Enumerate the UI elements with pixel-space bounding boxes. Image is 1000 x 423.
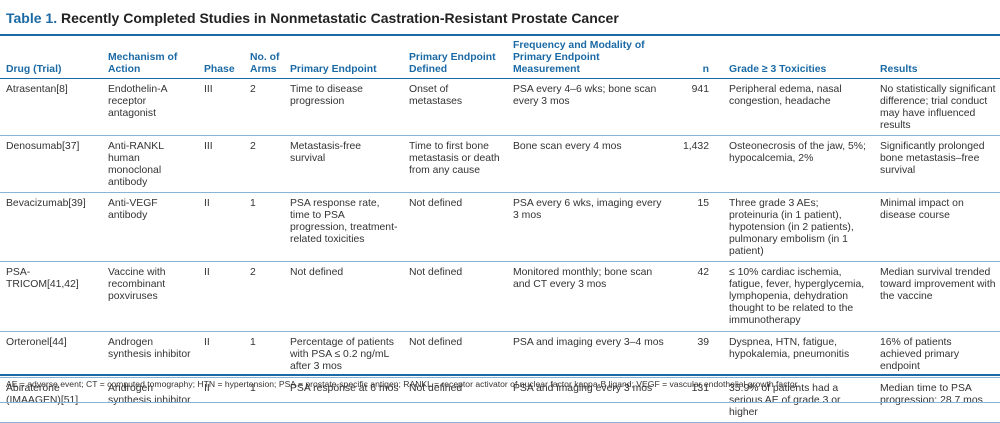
- table-number: Table 1.: [6, 10, 58, 26]
- cell-arms: 1: [250, 198, 256, 209]
- cell-arms: 1: [250, 337, 256, 348]
- cell-primary-endpoint: Metastasis-free survival: [290, 141, 362, 164]
- table-row: Denosumab[37] Anti-RANKL human monoclona…: [0, 136, 1000, 193]
- cell-toxicities: Three grade 3 AEs; proteinuria (in 1 pat…: [729, 198, 854, 257]
- cell-toxicities: Dyspnea, HTN, fatigue, hypokalemia, pneu…: [729, 337, 850, 360]
- col-header-toxicities: Grade ≥ 3 Toxicities: [723, 38, 874, 79]
- cell-primary-endpoint: PSA response rate, time to PSA progressi…: [290, 198, 398, 245]
- cell-phase: III: [204, 141, 213, 152]
- cell-endpoint-defined: Not defined: [409, 198, 463, 209]
- cell-mechanism: Androgen synthesis inhibitor: [108, 337, 191, 360]
- cell-n: 941: [691, 84, 709, 95]
- cell-results: Significantly prolonged bone metastasis–…: [880, 141, 985, 176]
- cell-results: 16% of patients achieved primary endpoin…: [880, 337, 960, 372]
- cell-n: 131: [691, 383, 709, 394]
- cell-results: Median survival trended toward improveme…: [880, 267, 996, 302]
- col-header-endpoint-defined: Primary Endpoint Defined: [403, 38, 507, 79]
- col-header-phase: Phase: [198, 38, 244, 79]
- cell-endpoint-defined: Time to first bone metastasis or death f…: [409, 141, 500, 176]
- cell-results: No statistically significant difference;…: [880, 84, 996, 131]
- col-header-arms: No. of Arms: [244, 38, 284, 79]
- cell-arms: 2: [250, 141, 256, 152]
- col-header-results: Results: [874, 38, 1000, 79]
- cell-mechanism: Endothelin-A receptor antagonist: [108, 84, 167, 119]
- table-title-text: Recently Completed Studies in Nonmetasta…: [60, 10, 619, 26]
- cell-drug: PSA-TRICOM[41,42]: [6, 267, 79, 290]
- cell-frequency: PSA every 4–6 wks; bone scan every 3 mos: [513, 84, 657, 107]
- cell-n: 1,432: [682, 141, 709, 152]
- cell-n: 15: [697, 198, 709, 209]
- cell-drug: Denosumab[37]: [6, 141, 80, 152]
- cell-endpoint-defined: Not defined: [409, 337, 463, 348]
- cell-drug: Atrasentan[8]: [6, 84, 68, 95]
- header-row: Drug (Trial) Mechanism of Action Phase N…: [0, 38, 1000, 79]
- cell-frequency: Monitored monthly; bone scan and CT ever…: [513, 267, 653, 290]
- cell-primary-endpoint: Percentage of patients with PSA ≤ 0.2 ng…: [290, 337, 394, 372]
- cell-primary-endpoint: PSA response at 6 mos: [290, 383, 399, 394]
- table-row: PSA-TRICOM[41,42] Vaccine with recombina…: [0, 262, 1000, 332]
- cell-toxicities: Peripheral edema, nasal congestion, head…: [729, 84, 842, 107]
- cell-toxicities: ≤ 10% cardiac ischemia, fatigue, fever, …: [729, 267, 865, 326]
- cell-frequency: PSA every 6 wks, imaging every 3 mos: [513, 198, 662, 221]
- cell-results: Minimal impact on disease course: [880, 198, 964, 221]
- cell-drug: Abiraterone (IMAAGEN)[51]: [6, 383, 79, 406]
- cell-n: 42: [697, 267, 709, 278]
- cell-arms: 2: [250, 267, 256, 278]
- table-footnote: AE = adverse event; CT = computed tomogr…: [0, 374, 1000, 390]
- cell-toxicities: Osteonecrosis of the jaw, 5%; hypocalcem…: [729, 141, 866, 164]
- cell-mechanism: Vaccine with recombinant poxviruses: [108, 267, 166, 302]
- cell-phase: II: [204, 267, 210, 278]
- cell-frequency: Bone scan every 4 mos: [513, 141, 622, 152]
- cell-phase: II: [204, 198, 210, 209]
- col-header-drug: Drug (Trial): [0, 38, 102, 79]
- cell-n: 39: [697, 337, 709, 348]
- table-row: Atrasentan[8] Endothelin-A receptor anta…: [0, 79, 1000, 136]
- table-title: Table 1. Recently Completed Studies in N…: [0, 0, 1000, 36]
- cell-arms: 2: [250, 84, 256, 95]
- bottom-divider: [0, 402, 1000, 403]
- cell-endpoint-defined: Not defined: [409, 267, 463, 278]
- table-row: Bevacizumab[39] Anti-VEGF antibody II 1 …: [0, 193, 1000, 262]
- col-header-mechanism: Mechanism of Action: [102, 38, 198, 79]
- cell-arms: 1: [250, 383, 256, 394]
- cell-primary-endpoint: Time to disease progression: [290, 84, 363, 107]
- table-row: Orteronel[44] Androgen synthesis inhibit…: [0, 332, 1000, 378]
- cell-endpoint-defined: Not defined: [409, 383, 463, 394]
- cell-primary-endpoint: Not defined: [290, 267, 344, 278]
- cell-phase: III: [204, 84, 213, 95]
- cell-drug: Bevacizumab[39]: [6, 198, 86, 209]
- cell-frequency: PSA and imaging every 3–4 mos: [513, 337, 664, 348]
- cell-drug: Orteronel[44]: [6, 337, 67, 348]
- studies-table: Drug (Trial) Mechanism of Action Phase N…: [0, 38, 1000, 423]
- cell-phase: II: [204, 383, 210, 394]
- col-header-frequency: Frequency and Modality of Primary Endpoi…: [507, 38, 671, 79]
- col-header-primary-endpoint: Primary Endpoint: [284, 38, 403, 79]
- cell-endpoint-defined: Onset of metastases: [409, 84, 463, 107]
- cell-frequency: PSA and imaging every 3 mos: [513, 383, 653, 394]
- cell-phase: II: [204, 337, 210, 348]
- cell-mechanism: Anti-RANKL human monoclonal antibody: [108, 141, 164, 188]
- col-header-n: n: [671, 38, 723, 79]
- cell-mechanism: Androgen synthesis inhibitor: [108, 383, 191, 406]
- cell-mechanism: Anti-VEGF antibody: [108, 198, 158, 221]
- cell-results: Median time to PSA progression: 28.7 mos: [880, 383, 983, 406]
